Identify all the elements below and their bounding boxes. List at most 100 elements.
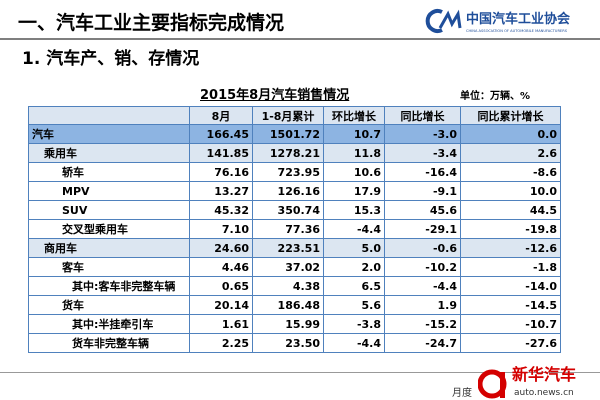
table-row: MPV 13.27 126.16 17.9 -9.1 10.0 — [28, 181, 561, 201]
cell-value: 10.6 — [323, 162, 385, 182]
cell-value: 0.65 — [189, 276, 253, 296]
table-row: 货车 20.14 186.48 5.6 1.9 -14.5 — [28, 295, 561, 315]
cell-value: -8.6 — [460, 162, 561, 182]
cell-value: -3.4 — [384, 143, 461, 163]
cell-value: 45.32 — [189, 200, 253, 220]
watermark-brand: 新华汽车 — [512, 365, 576, 384]
row-label: MPV — [28, 181, 190, 201]
logo-mark — [438, 9, 462, 29]
cell-value: -14.0 — [460, 276, 561, 296]
row-label: SUV — [28, 200, 190, 220]
cell-value: 223.51 — [252, 238, 324, 258]
cell-value: 5.6 — [323, 295, 385, 315]
column-header: 同比累计增长 — [460, 106, 561, 125]
cell-value: 0.0 — [460, 124, 561, 144]
cell-value: 723.95 — [252, 162, 324, 182]
table-title: 2015年8月汽车销售情况 — [200, 88, 350, 103]
cell-value: 76.16 — [189, 162, 253, 182]
cell-value: 10.0 — [460, 181, 561, 201]
cell-value: -27.6 — [460, 333, 561, 353]
cell-value: 10.7 — [323, 124, 385, 144]
row-label: 其中:半挂牵引车 — [28, 314, 190, 334]
table-row: SUV 45.32 350.74 15.3 45.6 44.5 — [28, 200, 561, 220]
header-row: 8月 1-8月累计 环比增长 同比增长 同比累计增长 — [28, 106, 561, 125]
row-label: 货车非完整车辆 — [28, 333, 190, 353]
row-label: 其中:客车非完整车辆 — [28, 276, 190, 296]
cell-value: 2.6 — [460, 143, 561, 163]
table-row: 汽车 166.45 1501.72 10.7 -3.0 0.0 — [28, 124, 561, 144]
cell-value: 13.27 — [189, 181, 253, 201]
cell-value: 1.61 — [189, 314, 253, 334]
cell-value: -29.1 — [384, 219, 461, 239]
cell-value: 45.6 — [384, 200, 461, 220]
cell-value: 7.10 — [189, 219, 253, 239]
unit-note: 单位：万辆、% — [460, 91, 531, 102]
column-header: 1-8月累计 — [252, 106, 324, 125]
cell-value: -9.1 — [384, 181, 461, 201]
table-row: 其中:客车非完整车辆 0.65 4.38 6.5 -4.4 -14.0 — [28, 276, 561, 296]
row-label: 客车 — [28, 257, 190, 277]
cell-value: 350.74 — [252, 200, 324, 220]
logo: 中国汽车工业协会 CHINA ASSOCIATION OF AUTOMOBILE… — [425, 9, 571, 33]
cell-value: -0.6 — [384, 238, 461, 258]
cell-value: 15.3 — [323, 200, 385, 220]
row-label: 汽车 — [28, 124, 190, 144]
table-row: 其中:半挂牵引车 1.61 15.99 -3.8 -15.2 -10.7 — [28, 314, 561, 334]
column-header: 8月 — [189, 106, 253, 125]
watermark-icon — [500, 372, 505, 398]
cell-value: -1.8 — [460, 257, 561, 277]
slide-title: 一、汽车工业主要指标完成情况 — [18, 12, 285, 34]
cell-value: 4.38 — [252, 276, 324, 296]
logo-mark — [425, 9, 443, 33]
table-row: 货车非完整车辆 2.25 23.50 -4.4 -24.7 -27.6 — [28, 333, 561, 353]
cell-value: 186.48 — [252, 295, 324, 315]
cell-value: -10.7 — [460, 314, 561, 334]
cell-value: -12.6 — [460, 238, 561, 258]
cell-value: 4.46 — [189, 257, 253, 277]
cell-value: -4.4 — [323, 333, 385, 353]
cell-value: -24.7 — [384, 333, 461, 353]
logo-name: 中国汽车工业协会 — [466, 11, 571, 27]
cell-value: -14.5 — [460, 295, 561, 315]
cell-value: 1.9 — [384, 295, 461, 315]
table-row: 乘用车 141.85 1278.21 11.8 -3.4 2.6 — [28, 143, 561, 163]
cell-value: -4.4 — [384, 276, 461, 296]
cell-value: 5.0 — [323, 238, 385, 258]
cell-value: 1501.72 — [252, 124, 324, 144]
cell-value: 37.02 — [252, 257, 324, 277]
table-row: 轿车 76.16 723.95 10.6 -16.4 -8.6 — [28, 162, 561, 182]
cell-value: 166.45 — [189, 124, 253, 144]
column-header: 同比增长 — [384, 106, 461, 125]
cell-value: 15.99 — [252, 314, 324, 334]
watermark-url: auto.news.cn — [514, 388, 574, 398]
cell-value: -3.0 — [384, 124, 461, 144]
table-row: 客车 4.46 37.02 2.0 -10.2 -1.8 — [28, 257, 561, 277]
table-row: 商用车 24.60 223.51 5.0 -0.6 -12.6 — [28, 238, 561, 258]
logo-subtitle: CHINA ASSOCIATION OF AUTOMOBILE MANUFACT… — [466, 29, 568, 33]
divider — [0, 372, 600, 373]
cell-value: -10.2 — [384, 257, 461, 277]
cell-value: 77.36 — [252, 219, 324, 239]
cell-value: -19.8 — [460, 219, 561, 239]
row-label: 乘用车 — [28, 143, 190, 163]
watermark: 新华汽车 auto.news.cn — [478, 365, 576, 399]
cell-value: 11.8 — [323, 143, 385, 163]
cell-value: 17.9 — [323, 181, 385, 201]
row-label: 轿车 — [28, 162, 190, 182]
cell-value: 1278.21 — [252, 143, 324, 163]
cell-value: -15.2 — [384, 314, 461, 334]
cell-value: -3.8 — [323, 314, 385, 334]
cell-value: 2.0 — [323, 257, 385, 277]
cell-value: -4.4 — [323, 219, 385, 239]
column-header — [28, 106, 190, 125]
sales-table: 8月 1-8月累计 环比增长 同比增长 同比累计增长 汽车 166.45 1501.72 10.… — [28, 106, 561, 353]
cell-value: 6.5 — [323, 276, 385, 296]
cell-value: 24.60 — [189, 238, 253, 258]
cell-value: 23.50 — [252, 333, 324, 353]
cell-value: 141.85 — [189, 143, 253, 163]
cell-value: -16.4 — [384, 162, 461, 182]
cell-value: 126.16 — [252, 181, 324, 201]
cell-value: 44.5 — [460, 200, 561, 220]
footer: 月度 — [452, 388, 472, 399]
